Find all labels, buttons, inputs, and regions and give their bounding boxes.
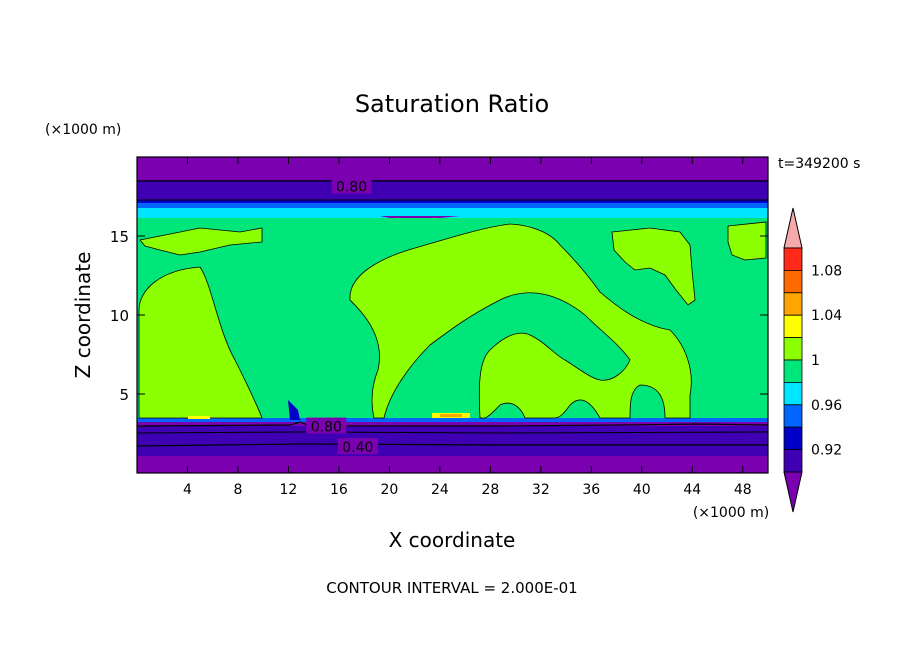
x-tick-label: 16: [330, 482, 348, 498]
patch-upper-right: [611, 227, 696, 306]
colorbar-swatch: [783, 269, 803, 294]
contour-interval-note: CONTOUR INTERVAL = 2.000E-01: [326, 579, 577, 597]
x-tick-label: 48: [734, 482, 752, 498]
colorbar-swatch: [783, 426, 803, 451]
y-tick-label: 5: [119, 386, 129, 404]
colorbar-swatch: [783, 314, 803, 339]
y-tick-label: 10: [110, 307, 129, 325]
x-tick-label: 28: [481, 482, 499, 498]
colorbar-bottom-arrow: [783, 471, 803, 513]
colorbar-swatch: [783, 381, 803, 406]
contour-label: 0.80: [336, 179, 367, 195]
band-upper-0.94: [137, 203, 768, 208]
colorbar-swatch: [783, 449, 803, 473]
contour-label-bg: [337, 438, 378, 455]
colorbar-label: 0.96: [811, 398, 842, 414]
contour-label-bg: [331, 177, 372, 194]
colorbar-top-arrow: [783, 207, 803, 249]
colorbar-swatch: [783, 337, 803, 361]
contour-0.60-lower: [137, 431, 768, 434]
x-tick-label: 12: [280, 482, 298, 498]
colorbar-swatch: [783, 404, 803, 428]
x-tick-label: 44: [683, 482, 701, 498]
colorbar-swatch: [783, 247, 803, 271]
spot-1.04-center: [440, 414, 462, 417]
contour-field: [137, 157, 768, 473]
colorbar-label: 1.04: [811, 308, 842, 324]
colorbar-label: 0.92: [811, 443, 842, 459]
colorbar: 1.08 1.04 1 0.96 0.92: [783, 207, 842, 513]
contour-0.80-lower: [137, 421, 768, 427]
time-label: t=349200 s: [778, 156, 860, 172]
band-lower-0.90: [137, 426, 768, 456]
contour-label: 0.40: [342, 440, 373, 456]
contour-label: 0.80: [311, 420, 342, 436]
band-lower-0.94: [137, 418, 768, 422]
y-axis-label: Z coordinate: [71, 252, 95, 379]
band-upper-0.90: [137, 180, 768, 200]
y-tick-label: 15: [110, 228, 129, 246]
chart-title: Saturation Ratio: [355, 90, 549, 118]
colorbar-swatch: [783, 292, 803, 316]
x-tick-label: 40: [633, 482, 651, 498]
y-axis-ticks: 5 10 15: [110, 228, 768, 404]
patch-top-left: [139, 227, 263, 256]
patch-left: [138, 266, 263, 419]
dry-intrusion: [288, 400, 300, 420]
colorbar-swatch: [783, 359, 803, 383]
x-tick-label: 24: [431, 482, 449, 498]
contour-labels: 0.800.800.40: [306, 177, 378, 456]
x-tick-label: 36: [582, 482, 600, 498]
x-tick-label: 32: [532, 482, 550, 498]
band-upper-0.92: [137, 200, 768, 203]
x-unit-label: (×1000 m): [693, 505, 769, 521]
patch-central: [349, 223, 692, 419]
contour-0.40-lower: [137, 443, 768, 447]
colorbar-label: 1: [811, 353, 820, 369]
x-tick-label: 4: [183, 482, 192, 498]
x-axis-label: X coordinate: [389, 528, 516, 552]
x-axis-ticks: 4 8 12 16 20 24 28 32 36 40 44 48: [183, 157, 752, 498]
spot-1.02-left: [188, 416, 210, 419]
contour-label-bg: [306, 417, 347, 434]
patch-far-right: [727, 221, 767, 261]
colorbar-label: 1.08: [811, 263, 842, 279]
y-unit-label: (×1000 m): [45, 122, 121, 138]
x-tick-label: 20: [380, 482, 398, 498]
x-tick-label: 8: [233, 482, 242, 498]
band-upper-0.96: [137, 208, 768, 216]
